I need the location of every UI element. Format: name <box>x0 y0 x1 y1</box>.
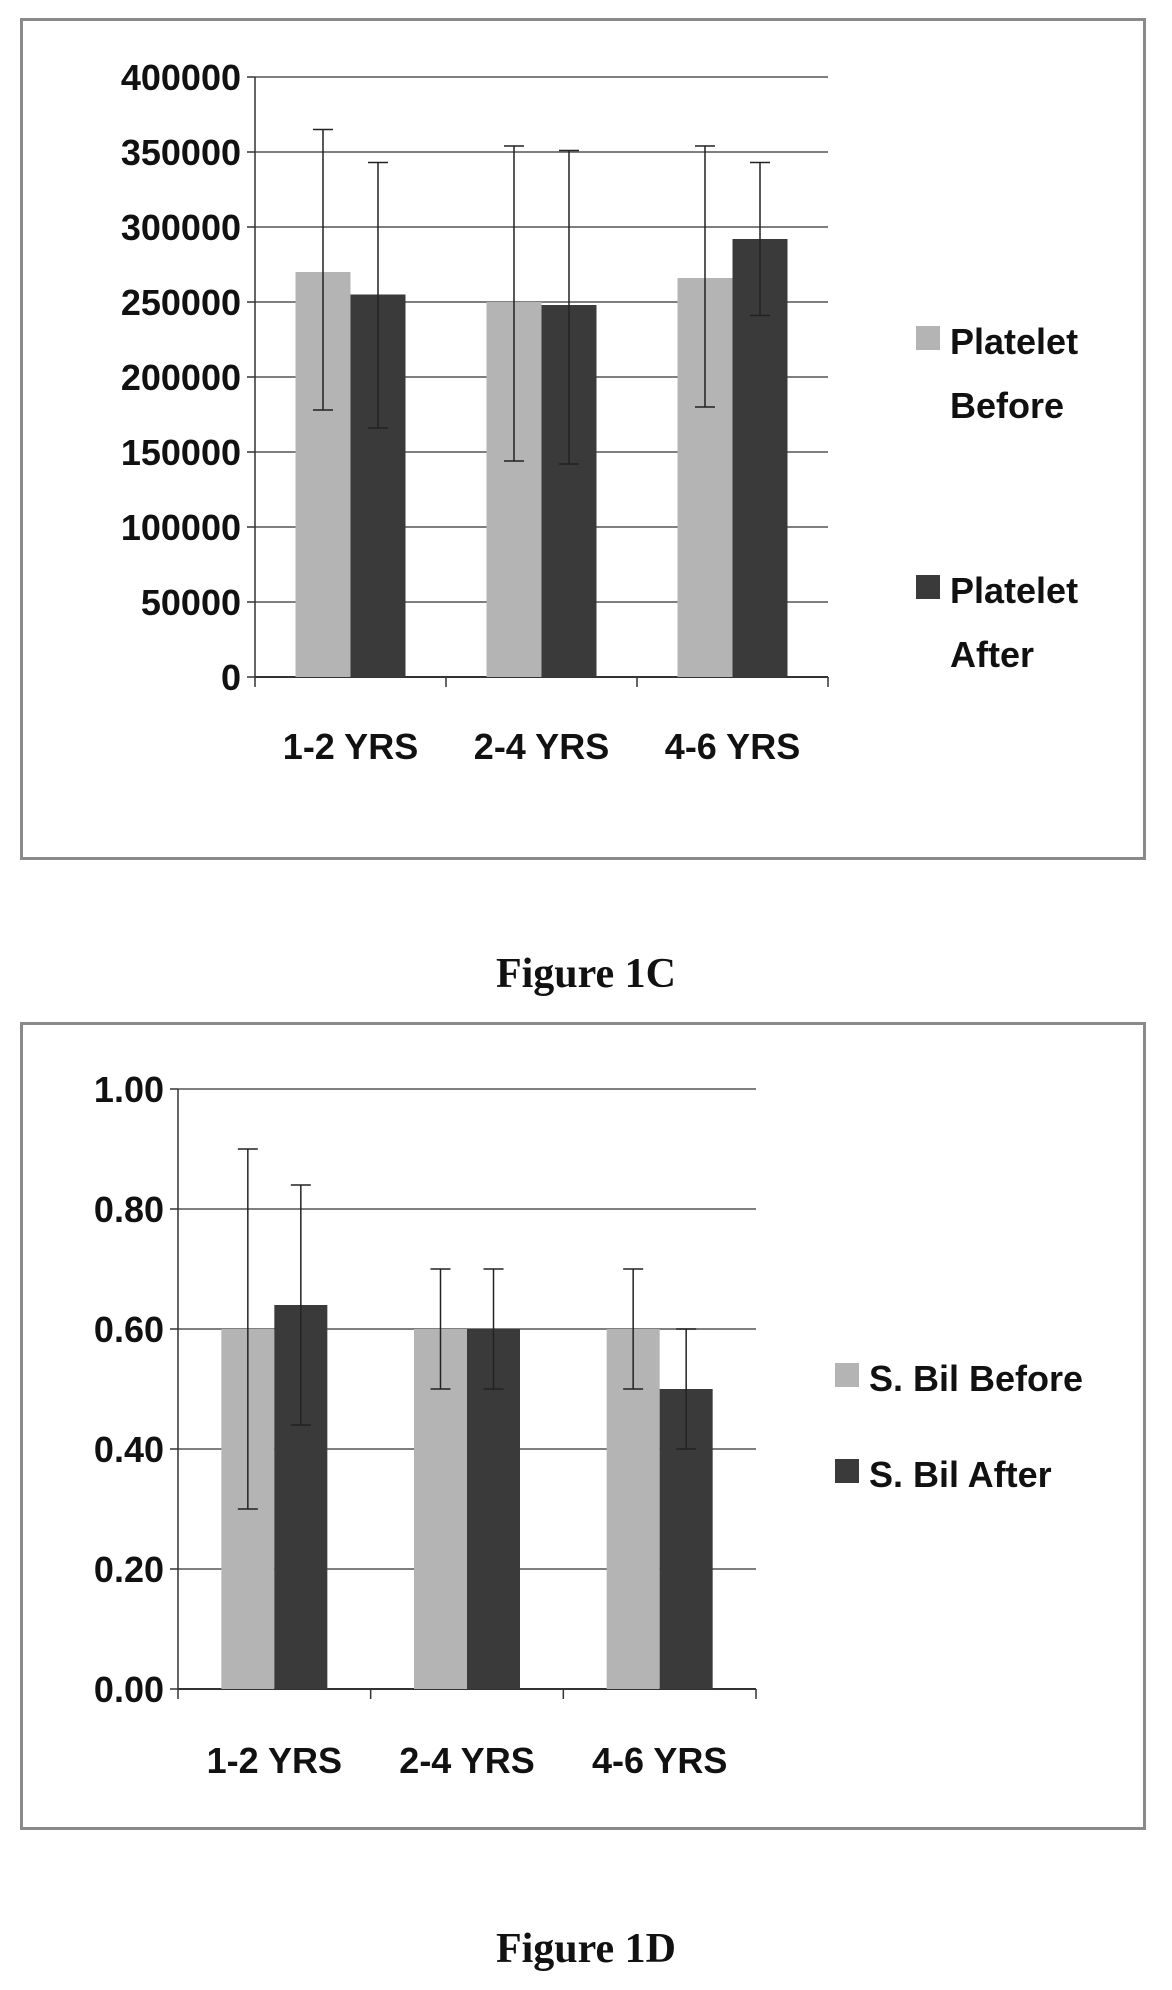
chart-1d-y-tick-label: 0.60 <box>94 1309 164 1350</box>
chart-1c-frame: 400000 350000 300000 250000 200000 150000 1000… <box>20 18 1146 860</box>
figure-1d-caption: Figure 1D <box>495 1926 677 1972</box>
chart-1c-y-tick-label: 200000 <box>121 357 241 398</box>
chart-1c-y-tick-label: 350000 <box>121 132 241 173</box>
chart-1d-plot: 1.00 0.80 0.60 0.40 0.20 0.00 1-2 YRS 2-4 YRS 4-… <box>94 1069 1083 1781</box>
chart-1c-legend-label: Platelet <box>950 321 1078 362</box>
chart-1c-plot: 400000 350000 300000 250000 200000 150000 1000… <box>121 57 1078 767</box>
chart-1d-y-tick-label: 0.20 <box>94 1549 164 1590</box>
chart-1c-y-tick-label: 300000 <box>121 207 241 248</box>
chart-1d-x-tick-label: 2-4 YRS <box>399 1740 534 1781</box>
chart-1d-y-tick-label: 0.40 <box>94 1429 164 1470</box>
chart-1c-legend-swatch <box>916 575 940 599</box>
chart-1c-legend-swatch <box>916 326 940 350</box>
chart-1d-legend-swatch <box>835 1363 859 1387</box>
chart-1d-x-tick-label: 1-2 YRS <box>207 1740 342 1781</box>
chart-1c-x-tick-label: 4-6 YRS <box>665 726 800 767</box>
chart-1c-y-tick-label: 100000 <box>121 507 241 548</box>
chart-1c-legend-label: Platelet <box>950 570 1078 611</box>
chart-1d-x-tick-label: 4-6 YRS <box>592 1740 727 1781</box>
chart-1c-y-tick-label: 250000 <box>121 282 241 323</box>
chart-1d-legend-label: S. Bil After <box>869 1454 1052 1495</box>
chart-1c-legend-label: After <box>950 634 1034 675</box>
chart-1d-legend-label: S. Bil Before <box>869 1358 1083 1399</box>
chart-1d-legend-swatch <box>835 1459 859 1483</box>
chart-1d-y-tick-label: 0.00 <box>94 1669 164 1710</box>
chart-1c-y-tick-label: 0 <box>221 657 241 698</box>
chart-1c-legend-label: Before <box>950 385 1064 426</box>
chart-1c-y-tick-label: 400000 <box>121 57 241 98</box>
chart-1d-y-tick-label: 0.80 <box>94 1189 164 1230</box>
chart-1d-frame: 1.00 0.80 0.60 0.40 0.20 0.00 1-2 YRS 2-4 YRS 4-… <box>20 1022 1146 1830</box>
chart-1c-x-tick-label: 1-2 YRS <box>283 726 418 767</box>
chart-1c-x-tick-label: 2-4 YRS <box>474 726 609 767</box>
chart-1c-y-tick-label: 150000 <box>121 432 241 473</box>
chart-1d-y-tick-label: 1.00 <box>94 1069 164 1110</box>
chart-1c-y-tick-label: 50000 <box>141 582 241 623</box>
figure-1c-caption: Figure 1C <box>495 951 677 997</box>
